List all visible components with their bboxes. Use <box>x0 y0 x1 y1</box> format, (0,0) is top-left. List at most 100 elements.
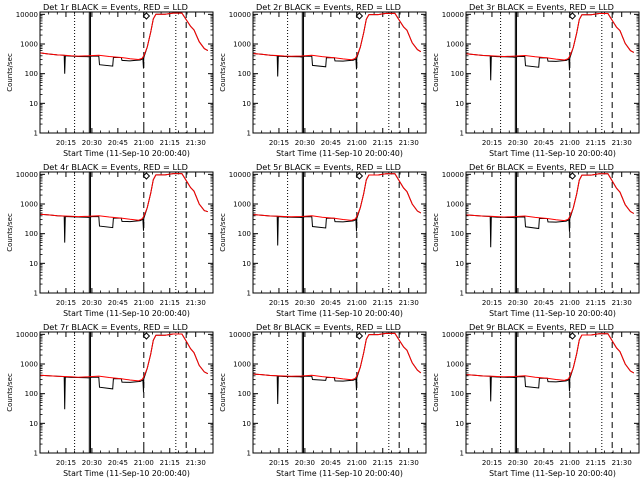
chart-title: Det 4r BLACK = Events, RED = LLD <box>43 162 188 172</box>
lld-series-line <box>465 333 635 381</box>
x-tick-label: 21:15 <box>586 299 606 307</box>
x-tick-label: 21:00 <box>347 459 367 467</box>
x-tick-label: 20:45 <box>321 139 341 147</box>
x-tick-label: 20:15 <box>56 459 76 467</box>
y-tick-label: 10 <box>242 420 251 428</box>
y-tick-label: 1000 <box>233 201 251 209</box>
y-tick-label: 100 <box>451 230 464 238</box>
x-axis-label: Start Time (11-Sep-10 20:00:40) <box>489 469 616 478</box>
y-tick-label: 1000 <box>20 41 38 49</box>
y-tick-label: 1 <box>460 130 464 138</box>
chart-title: Det 3r BLACK = Events, RED = LLD <box>469 2 614 12</box>
y-tick-label: 10000 <box>16 331 38 339</box>
x-tick-label: 21:00 <box>560 299 580 307</box>
chart-panel: Det 4r BLACK = Events, RED = LLD Counts/s… <box>6 162 214 318</box>
y-tick-label: 10000 <box>229 11 251 19</box>
chart-panel: Det 1r BLACK = Events, RED = LLD Counts/s… <box>6 2 214 158</box>
x-tick-label: 20:30 <box>82 459 102 467</box>
diamond-marker <box>142 172 151 180</box>
x-tick-label: 21:30 <box>399 139 419 147</box>
x-tick-label: 21:30 <box>612 299 632 307</box>
x-tick-label: 21:30 <box>186 299 206 307</box>
diamond-marker <box>568 332 577 340</box>
lld-series-line <box>39 12 209 61</box>
x-tick-label: 20:30 <box>82 139 102 147</box>
x-tick-label: 21:00 <box>560 139 580 147</box>
plot-frame <box>252 11 427 134</box>
diamond-marker <box>355 172 364 180</box>
x-tick-label: 20:45 <box>534 139 554 147</box>
y-tick-label: 100 <box>25 390 38 398</box>
y-tick-label: 1000 <box>446 41 464 49</box>
x-tick-label: 20:30 <box>295 299 315 307</box>
x-tick-label: 21:15 <box>160 299 180 307</box>
chart-panel: Det 6r BLACK = Events, RED = LLD Counts/s… <box>432 162 640 318</box>
lld-series-line <box>252 12 422 61</box>
x-tick-label: 21:00 <box>134 139 154 147</box>
diamond-marker <box>568 12 577 20</box>
y-tick-label: 100 <box>451 70 464 78</box>
y-tick-label: 1000 <box>20 361 38 369</box>
lld-series-line <box>252 173 422 221</box>
y-tick-label: 10 <box>455 420 464 428</box>
plot-frame <box>39 11 214 134</box>
y-tick-label: 10000 <box>442 11 464 19</box>
plot-frame <box>39 331 214 454</box>
x-tick-label: 21:15 <box>373 139 393 147</box>
y-axis-label: Counts/sec <box>219 373 227 412</box>
x-axis-label: Start Time (11-Sep-10 20:00:40) <box>63 309 190 318</box>
y-tick-label: 10000 <box>229 171 251 179</box>
x-tick-label: 21:15 <box>160 139 180 147</box>
x-axis-label: Start Time (11-Sep-10 20:00:40) <box>276 149 403 158</box>
x-tick-label: 20:45 <box>108 139 128 147</box>
y-tick-label: 10000 <box>442 171 464 179</box>
x-axis-label: Start Time (11-Sep-10 20:00:40) <box>489 149 616 158</box>
x-tick-label: 21:15 <box>373 459 393 467</box>
plot-frame <box>252 171 427 294</box>
x-tick-label: 21:30 <box>612 139 632 147</box>
y-tick-label: 10 <box>29 420 38 428</box>
y-tick-label: 10 <box>242 260 251 268</box>
y-tick-label: 100 <box>238 230 251 238</box>
y-tick-label: 10 <box>29 260 38 268</box>
x-tick-label: 21:15 <box>160 459 180 467</box>
plot-frame <box>465 331 640 454</box>
y-axis-label: Counts/sec <box>6 373 14 412</box>
chart-title: Det 8r BLACK = Events, RED = LLD <box>256 322 401 332</box>
x-tick-label: 20:15 <box>482 139 502 147</box>
y-tick-label: 10000 <box>16 11 38 19</box>
diamond-marker <box>142 332 151 340</box>
plot-frame <box>252 331 427 454</box>
x-tick-label: 21:15 <box>586 139 606 147</box>
x-tick-label: 21:30 <box>399 299 419 307</box>
y-axis-label: Counts/sec <box>432 373 440 412</box>
chart-panel: Det 3r BLACK = Events, RED = LLD Counts/s… <box>432 2 640 158</box>
y-tick-label: 1000 <box>233 41 251 49</box>
x-axis-label: Start Time (11-Sep-10 20:00:40) <box>276 469 403 478</box>
plot-frame <box>465 171 640 294</box>
y-tick-label: 10000 <box>16 171 38 179</box>
y-tick-label: 1 <box>460 450 464 458</box>
x-tick-label: 20:45 <box>534 459 554 467</box>
x-tick-label: 21:15 <box>373 299 393 307</box>
x-tick-label: 20:30 <box>508 459 528 467</box>
x-tick-label: 20:30 <box>508 139 528 147</box>
y-tick-label: 100 <box>25 230 38 238</box>
x-tick-label: 21:00 <box>347 139 367 147</box>
x-tick-label: 20:30 <box>295 459 315 467</box>
x-axis-label: Start Time (11-Sep-10 20:00:40) <box>63 469 190 478</box>
chart-title: Det 9r BLACK = Events, RED = LLD <box>469 322 614 332</box>
y-tick-label: 10 <box>242 100 251 108</box>
chart-title: Det 2r BLACK = Events, RED = LLD <box>256 2 401 12</box>
y-axis-label: Counts/sec <box>6 213 14 252</box>
x-tick-label: 21:00 <box>560 459 580 467</box>
y-tick-label: 1000 <box>233 361 251 369</box>
y-tick-label: 1 <box>34 290 38 298</box>
x-tick-label: 20:45 <box>321 299 341 307</box>
lld-series-line <box>465 13 635 61</box>
x-axis-label: Start Time (11-Sep-10 20:00:40) <box>63 149 190 158</box>
plot-frame <box>465 11 640 134</box>
lld-series-line <box>39 173 208 221</box>
x-tick-label: 20:15 <box>269 139 289 147</box>
x-tick-label: 21:30 <box>186 139 206 147</box>
